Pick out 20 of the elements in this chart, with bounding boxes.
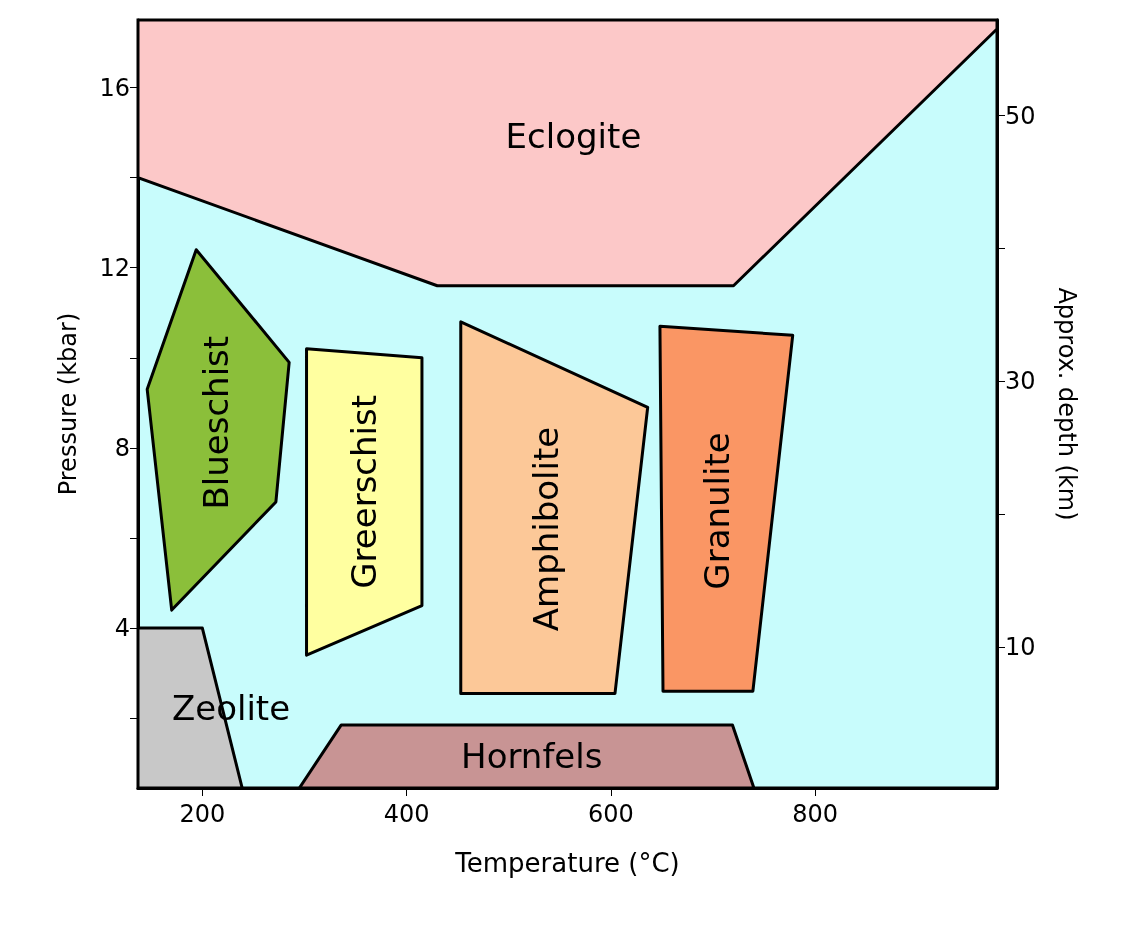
series-label: Eclogite — [505, 116, 642, 157]
series-label: Amphibolite — [526, 426, 567, 632]
series-label: Granulite — [697, 432, 738, 590]
y2-tick-label: 10 — [1005, 633, 1036, 662]
x-axis-title: Temperature (°C) — [454, 848, 680, 878]
y2-axis-title: Approx. depth (km) — [1053, 287, 1081, 521]
y-tick-label: 8 — [114, 433, 130, 462]
series-label: Blueschist — [196, 335, 237, 510]
x-tick-label: 800 — [792, 800, 839, 828]
series-label: Hornfels — [461, 736, 603, 777]
x-tick-label: 400 — [383, 800, 430, 828]
y-axis-title: Pressure (kbar) — [54, 312, 82, 496]
series-label: Greerschist — [344, 394, 385, 589]
y2-tick-label: 30 — [1005, 367, 1036, 396]
y-tick-label: 4 — [114, 614, 130, 643]
y2-tick-label: 50 — [1005, 101, 1036, 130]
y-tick-label: 16 — [99, 73, 130, 102]
x-tick-label: 600 — [588, 800, 634, 828]
x-tick-label: 200 — [179, 800, 226, 828]
y-tick-label: 12 — [99, 253, 130, 282]
